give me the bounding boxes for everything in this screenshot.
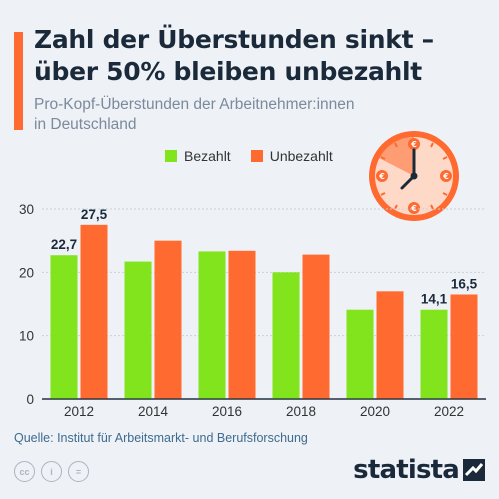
- license-icons[interactable]: cc i =: [14, 461, 95, 482]
- x-tick-label: 2018: [286, 404, 316, 419]
- attribution-icon[interactable]: i: [41, 461, 62, 482]
- x-tick-label: 2022: [434, 404, 464, 419]
- no-derivatives-icon[interactable]: =: [68, 461, 89, 482]
- legend-item-unpaid: Unbezahlt: [250, 148, 333, 164]
- bar-paid: [420, 309, 448, 399]
- bar-chart: 0 10 20 30 2012 2014 2016 2018 2020 2022 22,7 27,5 1…: [19, 202, 486, 419]
- data-label: 14,1: [421, 292, 448, 307]
- bar-paid: [50, 255, 78, 399]
- bar-unpaid: [376, 291, 404, 399]
- legend: Bezahlt Unbezahlt: [165, 148, 353, 164]
- y-tick-label: 10: [19, 329, 34, 344]
- title-line-2: über 50% bleiben unbezahlt: [34, 57, 422, 86]
- data-label: 27,5: [81, 207, 108, 222]
- x-tick-label: 2014: [138, 404, 169, 419]
- clock-with-euro-icon: € € € €: [369, 131, 459, 221]
- bar-unpaid: [450, 294, 478, 399]
- bar-unpaid: [80, 224, 108, 399]
- svg-text:€: €: [410, 140, 417, 149]
- accent-bar: [14, 32, 23, 130]
- x-tick-label: 2016: [212, 404, 242, 419]
- data-label: 22,7: [51, 237, 77, 252]
- creative-commons-icon[interactable]: cc: [14, 461, 35, 482]
- bar-unpaid: [228, 250, 256, 399]
- bar-unpaid: [154, 240, 182, 399]
- legend-label-paid: Bezahlt: [184, 148, 231, 164]
- y-tick-label: 20: [19, 265, 34, 280]
- title-line-1: Zahl der Überstunden sinkt –: [34, 25, 434, 54]
- bar-paid: [198, 251, 226, 399]
- y-tick-label: 30: [19, 202, 34, 217]
- bar-paid: [346, 309, 374, 399]
- subtitle-line-1: Pro-Kopf-Überstunden der Arbeitnehmer:in…: [34, 96, 355, 113]
- legend-swatch-unpaid: [250, 150, 263, 162]
- logo-wordmark: statista: [353, 455, 460, 485]
- bar-paid: [124, 261, 152, 399]
- data-label: 16,5: [451, 277, 478, 292]
- y-tick-label: 0: [26, 392, 34, 407]
- svg-text:€: €: [410, 204, 417, 213]
- subtitle-line-2: in Deutschland: [34, 116, 137, 133]
- x-tick-label: 2020: [360, 404, 390, 419]
- source-note: Quelle: Institut für Arbeitsmarkt- und B…: [14, 431, 308, 445]
- logo-mark-icon: [463, 459, 485, 481]
- svg-text:€: €: [442, 172, 449, 181]
- legend-item-paid: Bezahlt: [165, 148, 231, 164]
- subtitle: Pro-Kopf-Überstunden der Arbeitnehmer:in…: [34, 95, 364, 135]
- x-tick-label: 2012: [64, 404, 94, 419]
- bar-paid: [272, 272, 300, 399]
- legend-label-unpaid: Unbezahlt: [269, 148, 333, 164]
- statista-logo[interactable]: statista: [353, 455, 485, 485]
- bar-unpaid: [302, 254, 330, 399]
- page-title: Zahl der Überstunden sinkt – über 50% bl…: [34, 24, 474, 88]
- legend-swatch-paid: [165, 150, 177, 162]
- svg-text:€: €: [378, 172, 385, 181]
